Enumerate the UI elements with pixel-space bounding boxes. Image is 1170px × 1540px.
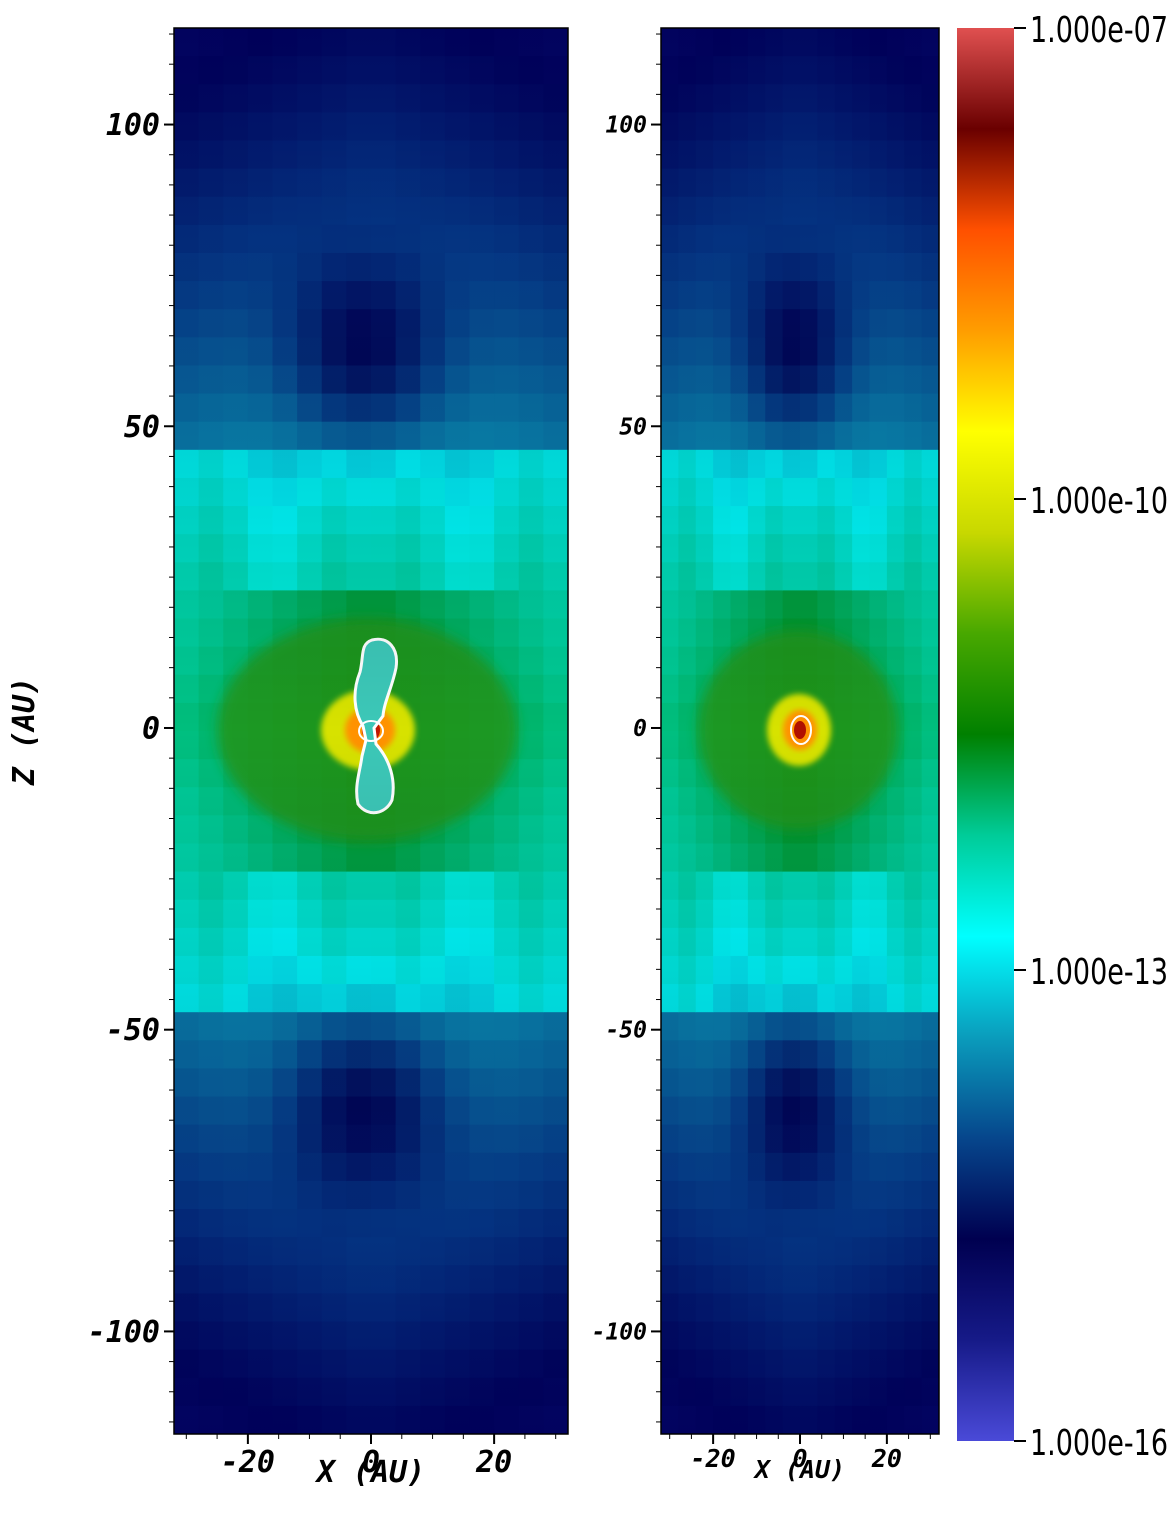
left-axis-ticks: 100 50 0 -50 -100 -20 0 20 bbox=[88, 33, 557, 1480]
right-xlabel: X (AU) bbox=[753, 1455, 845, 1484]
left-vertical-shading bbox=[174, 28, 568, 1434]
colorbar-gradient bbox=[957, 28, 1014, 1441]
y-tick-label: -50 bbox=[605, 1018, 647, 1044]
colorbar-label: 1.000e-13 bbox=[1030, 952, 1168, 993]
y-tick-label: -50 bbox=[106, 1013, 160, 1048]
y-tick-label: 0 bbox=[142, 711, 160, 746]
x-tick-label: 0 bbox=[362, 1445, 380, 1480]
colorbar-label: 1.000e-07 bbox=[1030, 10, 1168, 51]
colorbar-ticks: 1.000e-07 1.000e-10 1.000e-13 1.000e-16 bbox=[1014, 10, 1168, 1464]
x-tick-label: -20 bbox=[691, 1444, 736, 1473]
right-vertical-shading bbox=[661, 28, 939, 1434]
y-tick-label: 100 bbox=[106, 108, 160, 143]
left-xlabel: X (AU) bbox=[314, 1455, 425, 1490]
y-tick-label: 50 bbox=[619, 414, 647, 440]
x-tick-label: 20 bbox=[475, 1445, 512, 1480]
right-density-field bbox=[661, 28, 939, 1434]
x-tick-label: -20 bbox=[221, 1445, 275, 1480]
colorbar-label: 1.000e-10 bbox=[1030, 481, 1168, 522]
left-ylabel: Z (AU) bbox=[7, 677, 42, 786]
y-tick-label: 100 bbox=[605, 113, 647, 139]
left-panel: 100 50 0 -50 -100 -20 0 20 X (AU) Z (AU) bbox=[7, 27, 569, 1490]
colorbar-label: 1.000e-16 bbox=[1030, 1423, 1168, 1464]
x-tick-label: 0 bbox=[792, 1444, 807, 1473]
y-tick-label: 50 bbox=[124, 410, 160, 445]
y-tick-label: -100 bbox=[592, 1319, 647, 1345]
x-tick-label: 20 bbox=[871, 1444, 902, 1473]
left-density-field bbox=[174, 28, 568, 1434]
y-tick-label: 0 bbox=[633, 716, 647, 742]
right-panel: 100 50 0 -50 -100 -20 0 20 X (AU) bbox=[592, 27, 940, 1484]
right-axis-ticks: 100 50 0 -50 -100 -20 0 20 bbox=[592, 33, 931, 1473]
y-tick-label: -100 bbox=[88, 1315, 160, 1350]
colorbar: 1.000e-07 1.000e-10 1.000e-13 1.000e-16 bbox=[957, 10, 1168, 1464]
